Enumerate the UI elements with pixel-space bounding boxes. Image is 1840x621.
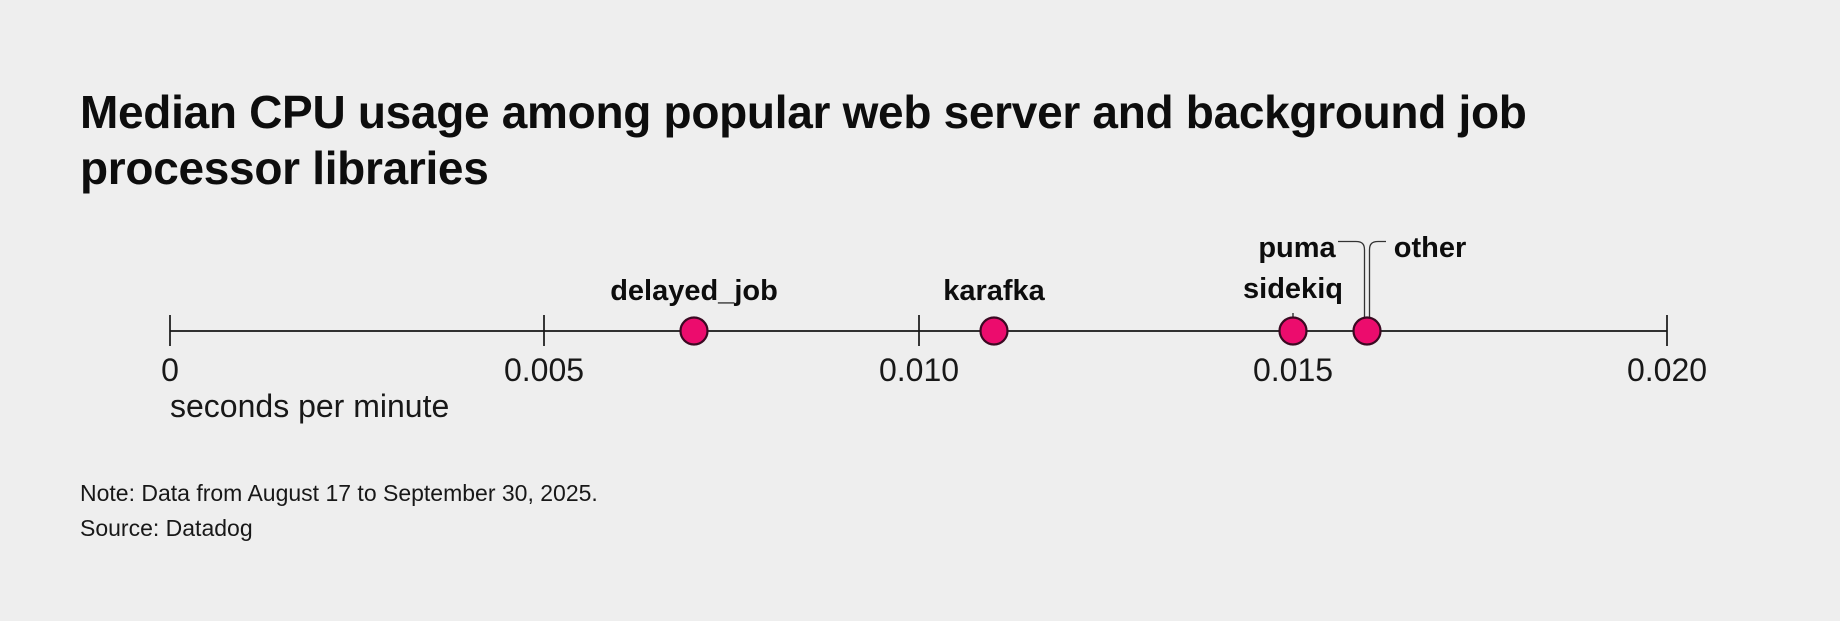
svg-text:0.005: 0.005	[504, 352, 584, 388]
svg-text:karafka: karafka	[943, 275, 1045, 307]
svg-text:delayed_job: delayed_job	[610, 275, 778, 307]
svg-text:0.020: 0.020	[1627, 352, 1707, 388]
svg-text:seconds per minute: seconds per minute	[170, 388, 449, 424]
svg-text:0.015: 0.015	[1253, 352, 1333, 388]
svg-text:0.010: 0.010	[879, 352, 959, 388]
svg-text:0: 0	[161, 352, 179, 388]
svg-text:puma: puma	[1258, 232, 1336, 264]
svg-text:other: other	[1394, 232, 1467, 264]
svg-text:sidekiq: sidekiq	[1243, 273, 1343, 305]
